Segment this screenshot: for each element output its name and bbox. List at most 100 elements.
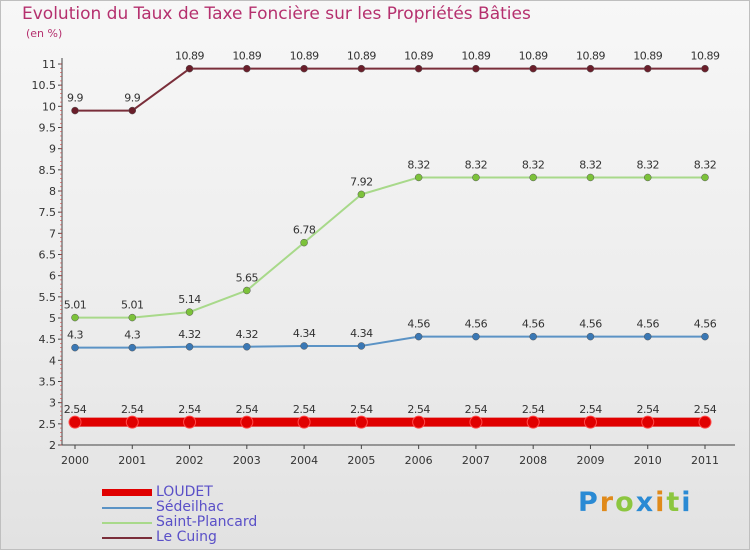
data-point [68,415,82,429]
data-point [701,173,709,182]
y-tick-label: 10 [42,100,56,113]
data-label: 5.01 [64,299,87,312]
y-tick-label: 9 [49,143,56,156]
data-point [472,332,480,341]
proxiti-logo: Proxiti [578,487,693,518]
data-label: 10.89 [691,50,720,63]
data-point [185,308,194,316]
x-tick-label: 2007 [462,454,490,467]
data-point [71,106,79,115]
y-tick-label: 6 [49,270,56,283]
data-point [529,173,537,182]
data-point [414,64,423,73]
data-label: 4.32 [236,328,259,341]
data-point [71,343,79,352]
data-point [529,64,537,73]
y-tick-label: 5 [49,312,56,325]
x-tick-label: 2009 [576,454,604,467]
data-label: 8.32 [579,158,602,171]
data-label: 10.89 [404,50,433,63]
x-tick-label: 2001 [118,454,146,467]
legend: LOUDET Sédeilhac Saint-Plancard Le Cuing [102,485,257,545]
data-point [243,64,251,73]
data-point [128,343,137,352]
series-line-le-cuing [75,67,705,112]
data-point [698,415,712,429]
legend-label-le-cuing: Le Cuing [156,529,217,545]
data-point [243,343,251,351]
x-tick-label: 2006 [405,454,433,467]
data-label: 2.54 [694,403,717,416]
logo-letter: i [655,487,667,518]
x-tick-label: 2011 [691,454,719,467]
y-tick-label: 5.5 [39,291,57,304]
legend-item-loudet: LOUDET [102,485,257,500]
y-tick-label: 9.5 [39,122,57,135]
y-tick-label: 6.5 [39,249,57,262]
data-point [300,342,308,350]
data-point [472,173,480,182]
logo-letter: x [635,487,656,518]
unit-label: (en %) [26,27,63,40]
data-label: 2.54 [350,403,373,416]
data-label: 2.54 [636,403,659,416]
data-label: 2.54 [522,403,545,416]
data-label: 2.54 [121,403,144,416]
data-label: 2.54 [236,403,259,416]
logo-letter: o [615,487,636,518]
data-point [125,415,139,429]
data-label: 2.54 [579,403,602,416]
data-label: 2.54 [64,403,87,416]
data-label: 10.89 [290,50,319,63]
y-tick-label: 2 [49,439,56,452]
legend-label-loudet: LOUDET [156,484,213,500]
data-label: 10.89 [175,50,204,63]
data-point [414,173,423,182]
data-label: 8.32 [694,158,717,171]
data-label: 8.32 [636,158,659,171]
data-label: 2.54 [293,403,316,416]
data-point [586,64,595,73]
y-tick-label: 4.5 [39,333,57,346]
data-point [526,415,540,429]
data-label: 6.78 [293,224,316,237]
legend-label-sedeilhac: Sédeilhac [156,499,224,515]
data-point [71,313,79,322]
y-tick-label: 8 [49,185,56,198]
legend-item-sedeilhac: Sédeilhac [102,500,257,515]
series-line-s-deilhac [75,335,705,349]
data-point [469,415,483,429]
data-label: 8.32 [465,158,488,171]
data-point [240,415,254,429]
y-tick-label: 7 [49,227,56,240]
data-label: 4.56 [407,318,430,331]
data-point [643,332,652,341]
data-point [641,415,655,429]
data-label: 2.54 [178,403,201,416]
data-label: 8.32 [522,158,545,171]
data-point [586,332,595,341]
y-tick-label: 4 [49,354,56,367]
data-label: 4.56 [579,318,602,331]
data-point [529,332,537,341]
data-label: 10.89 [519,50,548,63]
data-label: 7.92 [350,175,373,188]
data-label: 10.89 [232,50,261,63]
logo-letter: P [578,487,600,518]
data-label: 9.9 [124,92,140,105]
data-point [297,415,311,429]
x-tick-label: 2003 [233,454,261,467]
data-point [354,415,368,429]
x-tick-label: 2008 [519,454,547,467]
data-point [243,286,251,295]
data-point [185,343,194,351]
logo-letter: r [599,487,616,518]
legend-label-saint-plancard: Saint-Plancard [156,514,258,530]
data-label: 5.14 [178,293,201,306]
data-point [414,332,423,341]
data-label: 8.32 [407,158,430,171]
data-point [300,238,308,247]
data-point [472,64,480,73]
